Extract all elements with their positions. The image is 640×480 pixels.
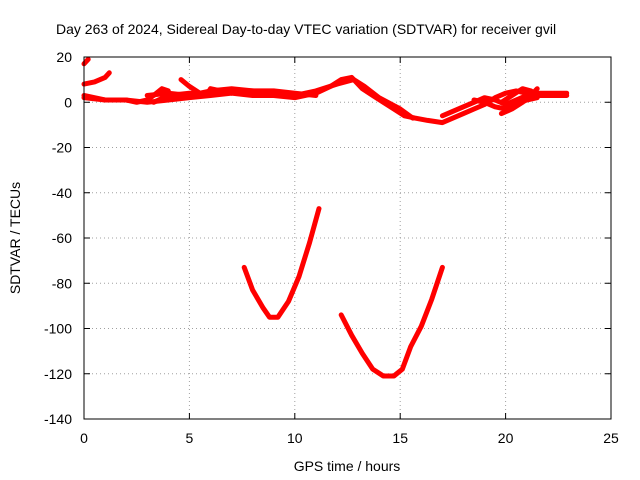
- y-tick-label: -100: [44, 321, 72, 337]
- x-tick-label: 0: [80, 430, 88, 446]
- series-line: [178, 77, 235, 98]
- chart-title: Day 263 of 2024, Sidereal Day-to-day VTE…: [56, 21, 556, 37]
- x-tick-label: 10: [287, 430, 303, 446]
- y-tick-label: -120: [44, 366, 72, 382]
- series-line: [81, 56, 91, 67]
- y-tick-label: -60: [52, 230, 72, 246]
- y-axis-label: SDTVAR / TECUs: [7, 182, 23, 294]
- axis-ticks: 20 0 -20 -40 -60 -80 -100 -120 -140 0 5 10 15 20 25: [44, 49, 619, 446]
- y-tick-label: -40: [52, 185, 72, 201]
- x-tick-label: 5: [186, 430, 194, 446]
- y-tick-label: -20: [52, 140, 72, 156]
- plot-frame: [83, 56, 612, 420]
- series-line: [498, 86, 551, 105]
- x-tick-label: 25: [603, 430, 619, 446]
- x-tick-label: 20: [498, 430, 514, 446]
- x-tick-label: 15: [392, 430, 408, 446]
- x-axis-label: GPS time / hours: [294, 458, 401, 474]
- y-tick-label: 0: [64, 94, 72, 110]
- y-tick-label: -80: [52, 275, 72, 291]
- y-tick-label: 20: [56, 49, 72, 65]
- series-group: [81, 56, 570, 379]
- y-tick-label: -140: [44, 411, 72, 427]
- series-line: [81, 70, 112, 87]
- series-line: [338, 264, 445, 379]
- series-line: [241, 206, 322, 320]
- grid: [84, 57, 611, 419]
